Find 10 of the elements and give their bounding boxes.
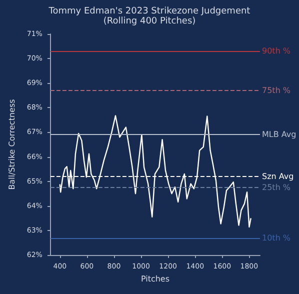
ref-line-label: 25th % [262,182,291,192]
chart-title: Tommy Edman's 2023 Strikezone Judgement [48,6,251,16]
chart-subtitle: (Rolling 400 Pitches) [103,16,196,26]
ref-line-label: MLB Avg [262,130,296,140]
ref-line-label: Szn Avg [262,172,294,181]
ref-line-label: 90th % [262,46,291,56]
y-axis-title: Ball/Strike Correctness [8,99,16,190]
x-axis-title: Pitches [140,274,170,284]
ref-line-label: 10th % [262,233,291,242]
ref-line-label: 75th % [262,86,291,95]
